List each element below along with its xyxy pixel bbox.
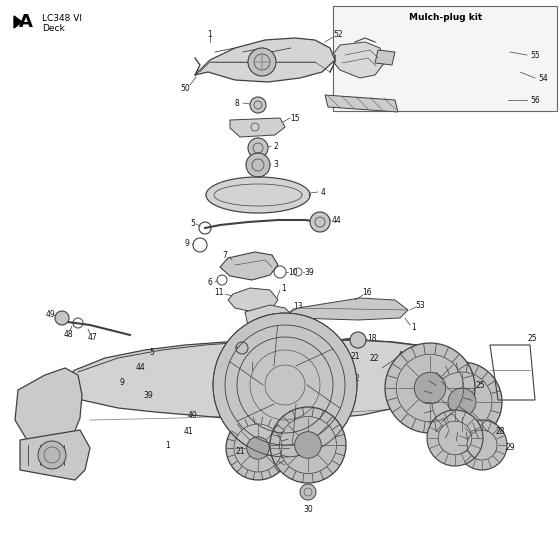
Text: 24: 24: [290, 470, 300, 479]
Text: 9: 9: [185, 239, 189, 248]
Circle shape: [310, 212, 330, 232]
Text: 36: 36: [265, 410, 275, 419]
Circle shape: [226, 416, 290, 480]
Text: 39: 39: [143, 390, 153, 399]
Polygon shape: [230, 118, 285, 137]
Text: 53: 53: [415, 301, 425, 310]
Polygon shape: [206, 177, 310, 213]
Text: 44: 44: [331, 216, 341, 225]
Text: 19: 19: [313, 410, 323, 419]
Text: 28: 28: [495, 427, 505, 436]
Text: 25: 25: [475, 380, 485, 390]
Polygon shape: [290, 298, 408, 320]
Text: 21: 21: [350, 352, 360, 361]
Circle shape: [350, 332, 366, 348]
Text: 6: 6: [208, 278, 212, 287]
Polygon shape: [48, 340, 440, 418]
Text: A: A: [19, 13, 33, 31]
Polygon shape: [330, 42, 385, 78]
Text: Mulch-plug kit: Mulch-plug kit: [409, 13, 482, 22]
Text: 55: 55: [530, 50, 540, 59]
Circle shape: [270, 407, 346, 483]
Polygon shape: [220, 252, 278, 280]
Text: 8: 8: [235, 99, 239, 108]
Text: 19: 19: [268, 351, 278, 360]
Polygon shape: [325, 95, 398, 112]
Polygon shape: [245, 305, 295, 330]
Text: 47: 47: [87, 333, 97, 342]
Text: 18: 18: [367, 334, 377, 343]
Text: 1: 1: [282, 283, 286, 292]
Text: 25: 25: [527, 334, 537, 343]
Circle shape: [422, 362, 502, 442]
Circle shape: [414, 372, 446, 404]
Text: 14: 14: [225, 343, 235, 352]
Text: 4: 4: [320, 188, 325, 197]
Text: 41: 41: [183, 427, 193, 436]
Text: 1: 1: [208, 30, 212, 39]
Text: 35: 35: [297, 410, 307, 419]
Text: 16: 16: [362, 287, 372, 296]
Circle shape: [213, 313, 357, 457]
Text: 15: 15: [290, 114, 300, 123]
Text: 49: 49: [45, 310, 55, 319]
Text: 2: 2: [274, 142, 278, 151]
Text: LC348 VI: LC348 VI: [42, 13, 82, 22]
Text: 10: 10: [288, 268, 298, 277]
Text: 24: 24: [445, 374, 455, 382]
Text: 54: 54: [538, 73, 548, 82]
Text: 44: 44: [135, 362, 145, 371]
Polygon shape: [228, 288, 278, 312]
Polygon shape: [375, 50, 395, 65]
Text: 17: 17: [247, 368, 257, 377]
Text: 1: 1: [283, 410, 287, 419]
Text: 33: 33: [343, 363, 353, 372]
Polygon shape: [15, 368, 82, 452]
Circle shape: [427, 410, 483, 466]
Text: 23: 23: [285, 446, 295, 455]
Polygon shape: [20, 430, 90, 480]
Text: 52: 52: [333, 30, 343, 39]
Text: 31: 31: [335, 385, 345, 394]
Text: Deck: Deck: [42, 24, 65, 32]
Text: 56: 56: [530, 96, 540, 105]
Circle shape: [457, 420, 507, 470]
Circle shape: [248, 48, 276, 76]
Circle shape: [250, 97, 266, 113]
Text: 46: 46: [397, 351, 407, 360]
Text: 1: 1: [412, 323, 417, 332]
Text: 40: 40: [187, 410, 197, 419]
Circle shape: [300, 484, 316, 500]
Text: 23: 23: [409, 367, 419, 376]
Text: 11: 11: [214, 287, 224, 296]
Circle shape: [385, 343, 475, 433]
Text: 27: 27: [457, 416, 467, 424]
Text: 5: 5: [150, 348, 155, 357]
Text: 21: 21: [235, 447, 245, 456]
Text: 30: 30: [303, 506, 313, 515]
Bar: [333, 6, 557, 111]
Text: 42: 42: [310, 348, 320, 357]
Circle shape: [248, 138, 268, 158]
Text: 50: 50: [180, 83, 190, 92]
Text: 7: 7: [222, 250, 227, 259]
Circle shape: [295, 432, 321, 458]
Text: 9: 9: [120, 377, 124, 386]
Text: 13: 13: [293, 301, 303, 310]
Text: 39: 39: [304, 268, 314, 277]
Circle shape: [246, 153, 270, 177]
Text: 29: 29: [505, 444, 515, 452]
Circle shape: [55, 311, 69, 325]
Text: 22: 22: [369, 353, 379, 362]
Text: 32: 32: [350, 374, 360, 382]
Circle shape: [448, 388, 476, 416]
Text: 5: 5: [190, 218, 195, 227]
Circle shape: [247, 437, 269, 459]
Circle shape: [38, 441, 66, 469]
Polygon shape: [14, 16, 22, 28]
Text: 1: 1: [166, 441, 170, 450]
Text: 3: 3: [274, 160, 278, 169]
Text: 48: 48: [63, 329, 73, 338]
Polygon shape: [195, 38, 335, 82]
